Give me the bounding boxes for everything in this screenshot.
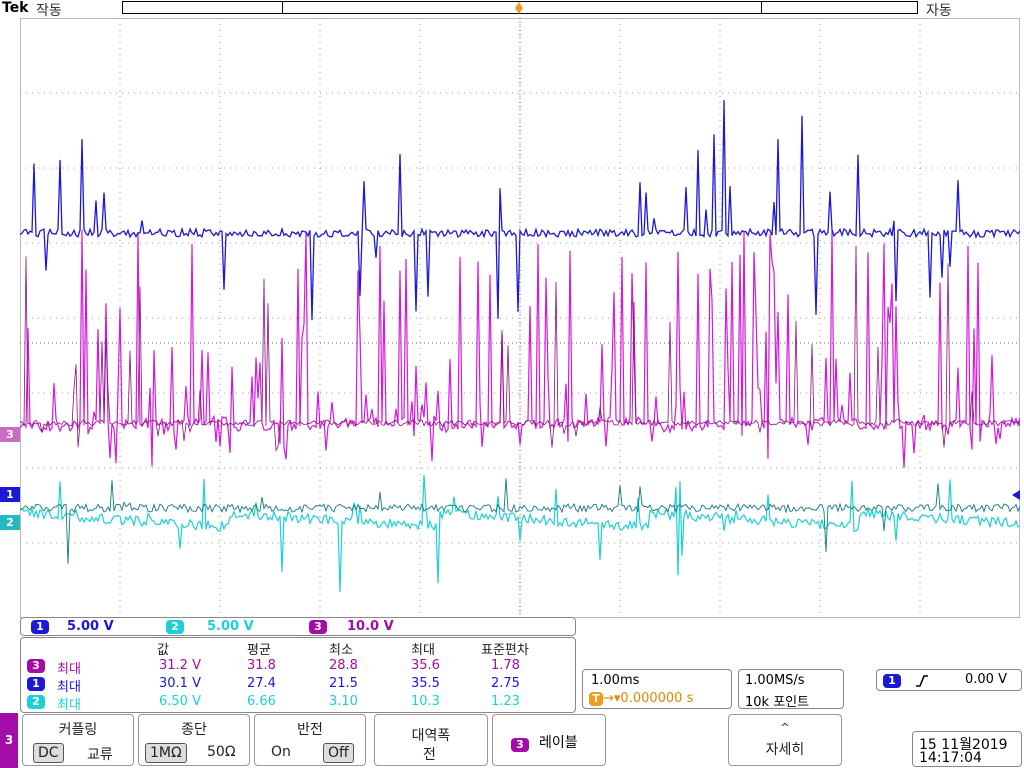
meas-min: 3.10 [329, 694, 358, 709]
datetime-display[interactable]: 15 11월2019 14:17:04 [912, 731, 1022, 767]
meas-value: 30.1 V [159, 676, 201, 691]
bandwidth-button[interactable]: 대역폭 전 [374, 714, 488, 766]
more-button[interactable]: ^ 자세히 [728, 714, 842, 766]
termination-option-50[interactable]: 50Ω [207, 744, 236, 760]
date: 15 11월2019 [919, 737, 1008, 753]
rising-edge-icon [916, 675, 928, 687]
termination-option-1m[interactable]: 1MΩ [145, 743, 187, 763]
termination-label: 종단 [181, 722, 207, 738]
meas-std: 1.78 [491, 658, 520, 673]
trigger-mode: 자동 [926, 3, 952, 19]
channel-menu-tab[interactable]: 3 [0, 713, 18, 768]
table-row: 2 최대 6.50 V 6.66 3.10 10.3 1.23 [21, 694, 577, 713]
coupling-option-ac[interactable]: 교류 [87, 747, 113, 763]
acquisition-readout[interactable]: 1.00MS/s 10k 포인트 [738, 669, 844, 710]
bandwidth-value: 전 [423, 747, 436, 763]
trigger-level-icon[interactable] [1008, 489, 1020, 501]
horizontal-readout[interactable]: 1.00ms T →▾0.000000 s [582, 669, 732, 709]
meas-header-mean: 평균 [247, 643, 271, 658]
measurement-table: 값 평균 최소 최대 표준편차 3 최대 31.2 V 31.8 28.8 35… [20, 637, 576, 713]
graticule-center-axes [20, 18, 1020, 618]
meas-mean: 27.4 [247, 676, 276, 691]
meas-header-max: 최대 [411, 643, 435, 658]
meas-max: 35.5 [411, 676, 440, 691]
invert-option-on[interactable]: On [271, 744, 291, 760]
ch1-badge: 1 [27, 677, 45, 691]
meas-min: 21.5 [329, 676, 358, 691]
table-row: 1 최대 30.1 V 27.4 21.5 35.5 2.75 [21, 676, 577, 695]
ch3-badge: 3 [511, 738, 529, 752]
meas-max: 35.6 [411, 658, 440, 673]
ch2-badge: 2 [27, 695, 45, 709]
brand-logo: Tek [2, 0, 29, 16]
coupling-label: 커플링 [58, 722, 98, 738]
meas-type: 최대 [57, 698, 81, 713]
meas-type: 최대 [57, 662, 81, 677]
meas-value: 31.2 V [159, 658, 201, 673]
label-button-text: 레이블 [539, 735, 578, 751]
trigger-source: 1 [883, 674, 901, 688]
more-label: 자세히 [765, 742, 805, 758]
trigger-position: 0.000000 s [620, 691, 694, 706]
sample-rate: 1.00MS/s [745, 673, 805, 688]
ch1-badge[interactable]: 1 [31, 620, 49, 634]
ch3-badge: 3 [27, 659, 45, 673]
bandwidth-label: 대역폭 [411, 728, 451, 744]
meas-header-value: 값 [157, 643, 169, 658]
ch2-badge[interactable]: 2 [166, 620, 184, 634]
invert-label: 반전 [297, 722, 323, 738]
ch3-badge[interactable]: 3 [309, 620, 327, 634]
invert-option-off[interactable]: Off [323, 743, 354, 763]
ch3-scale[interactable]: 10.0 V [347, 619, 394, 634]
time: 14:17:04 [919, 750, 982, 766]
meas-std: 2.75 [491, 676, 520, 691]
ch3-ground-marker[interactable]: 3 [0, 427, 20, 442]
vertical-scale-readout: 1 5.00 V 2 5.00 V 3 10.0 V [20, 617, 576, 636]
coupling-option-dc[interactable]: DC [33, 743, 64, 763]
meas-mean: 31.8 [247, 658, 276, 673]
meas-max: 10.3 [411, 694, 440, 709]
meas-type: 최대 [57, 680, 81, 695]
chevron-up-icon: ^ [780, 721, 790, 734]
meas-value: 6.50 V [159, 694, 201, 709]
meas-mean: 6.66 [247, 694, 276, 709]
invert-button[interactable]: 반전 On Off [254, 714, 366, 766]
trigger-readout[interactable]: 1 0.00 V [876, 669, 1022, 691]
ch1-waveform [20, 100, 1020, 321]
acquisition-state: 작동 [36, 3, 62, 19]
waveform-display[interactable] [20, 18, 1020, 618]
ch3-waveform [20, 229, 1020, 468]
ch1-scale[interactable]: 5.00 V [67, 619, 114, 634]
ch1-ground-marker[interactable]: 1 [0, 487, 20, 502]
termination-button[interactable]: 종단 1MΩ 50Ω [138, 714, 250, 766]
meas-std: 1.23 [491, 694, 520, 709]
label-button[interactable]: 3 레이블 [492, 714, 606, 766]
meas-header-std: 표준편차 [481, 643, 529, 658]
ch2-ground-marker[interactable]: 2 [0, 515, 20, 530]
table-row: 3 최대 31.2 V 31.8 28.8 35.6 1.78 [21, 658, 577, 677]
coupling-button[interactable]: 커플링 DC 교류 [22, 714, 134, 766]
ch2-waveform [20, 474, 1020, 592]
meas-header-min: 최소 [329, 643, 353, 658]
ch2-scale[interactable]: 5.00 V [207, 619, 254, 634]
trigger-position-readout: T →▾0.000000 s [589, 691, 693, 706]
trigger-icon: T [589, 692, 603, 706]
horizontal-scale: 1.00ms [591, 673, 640, 688]
record-length: 10k 포인트 [745, 695, 810, 710]
trigger-level: 0.00 V [965, 672, 1007, 687]
meas-min: 28.8 [329, 658, 358, 673]
